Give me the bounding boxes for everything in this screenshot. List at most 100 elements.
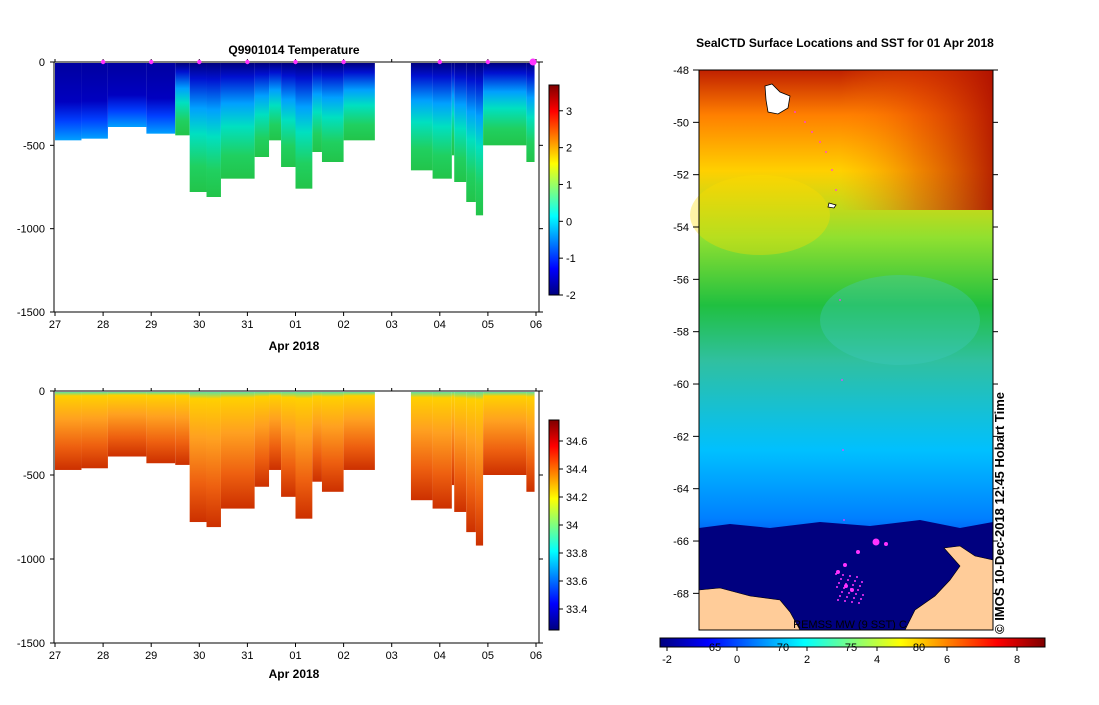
track-point bbox=[857, 589, 859, 591]
x-tick-label: 27 bbox=[49, 650, 61, 662]
colorbar-tick-label: 2 bbox=[566, 143, 572, 155]
colorbar-tick-label: 33.6 bbox=[566, 576, 587, 588]
track-point bbox=[854, 580, 856, 582]
profile-marker bbox=[485, 59, 491, 65]
temperature-x-ticks: 27 28 29 30 31 01 02 03 04 05 06 bbox=[49, 59, 542, 331]
sst-colorbar bbox=[659, 637, 1046, 648]
section-column bbox=[81, 392, 108, 469]
temperature-section-fill bbox=[55, 63, 535, 216]
x-tick-label: 06 bbox=[530, 650, 542, 662]
track-point bbox=[831, 169, 833, 171]
salinity-section-fill bbox=[55, 392, 535, 546]
track-point bbox=[839, 595, 841, 597]
sst-eddy bbox=[820, 275, 980, 365]
y-tick-label: -48 bbox=[673, 65, 689, 77]
y-tick-label: -56 bbox=[673, 274, 689, 286]
y-tick-label: -1500 bbox=[17, 638, 45, 650]
x-tick-label: 05 bbox=[482, 650, 494, 662]
section-column bbox=[526, 63, 535, 162]
temperature-colorbar-ticks: 3 2 1 0 -1 -2 bbox=[559, 106, 576, 302]
section-column bbox=[526, 392, 535, 492]
y-tick-label: -60 bbox=[673, 379, 689, 391]
track-point bbox=[838, 582, 840, 584]
x-tick-label: 05 bbox=[482, 319, 494, 331]
colorbar-tick-label: 34.6 bbox=[566, 436, 587, 448]
track-point bbox=[819, 141, 821, 143]
salinity-axes-frame bbox=[53, 390, 540, 644]
section-column bbox=[454, 392, 467, 512]
section-column bbox=[466, 63, 476, 202]
track-point bbox=[844, 584, 848, 588]
track-point bbox=[843, 519, 845, 521]
colorbar-tick-label: 2 bbox=[804, 654, 810, 666]
track-point bbox=[839, 299, 841, 301]
y-tick-label: -64 bbox=[673, 484, 689, 496]
profile-marker bbox=[293, 59, 298, 65]
colorbar-tick-label: 6 bbox=[944, 654, 950, 666]
x-tick-label: 31 bbox=[241, 650, 253, 662]
heard-island bbox=[827, 202, 837, 209]
track-point bbox=[853, 597, 855, 599]
profile-marker bbox=[245, 59, 250, 65]
section-column bbox=[107, 392, 147, 457]
track-point bbox=[862, 594, 864, 596]
profile-markers bbox=[100, 58, 537, 66]
section-column bbox=[410, 392, 433, 501]
section-column bbox=[451, 392, 455, 486]
y-tick-label: -54 bbox=[673, 222, 689, 234]
colorbar-tick-label: -1 bbox=[566, 253, 576, 265]
track-point bbox=[852, 584, 854, 586]
y-tick-label: -1500 bbox=[17, 307, 45, 319]
x-tick-label: 30 bbox=[193, 319, 205, 331]
track-point bbox=[860, 598, 862, 600]
section-column bbox=[432, 392, 452, 509]
x-tick-label: 28 bbox=[97, 319, 109, 331]
salinity-y-ticks: 0 -500 -1000 -1500 bbox=[17, 386, 543, 650]
track-point bbox=[836, 570, 840, 574]
track-point bbox=[872, 538, 880, 546]
colorbar-tick-label: 34 bbox=[566, 520, 578, 532]
section-column bbox=[220, 63, 255, 179]
track-point bbox=[855, 593, 857, 595]
section-column bbox=[312, 63, 322, 152]
x-tick-label: 01 bbox=[289, 319, 301, 331]
colorbar-secondary-label: 65 bbox=[709, 642, 721, 654]
track-point bbox=[843, 587, 845, 589]
section-column bbox=[312, 392, 322, 482]
colorbar-tick-label: -2 bbox=[566, 290, 576, 302]
colorbar-tick-label: 33.8 bbox=[566, 548, 587, 560]
section-column bbox=[206, 63, 221, 197]
section-column bbox=[254, 392, 270, 487]
y-tick-label: -62 bbox=[673, 431, 689, 443]
sst-map-title: SealCTD Surface Locations and SST for 01… bbox=[696, 36, 994, 50]
track-point bbox=[861, 581, 863, 583]
x-tick-label: 27 bbox=[49, 319, 61, 331]
x-tick-label: 29 bbox=[145, 319, 157, 331]
section-column bbox=[146, 392, 176, 464]
x-tick-label: 29 bbox=[145, 650, 157, 662]
section-column bbox=[321, 392, 344, 492]
section-column bbox=[55, 63, 82, 141]
sst-colorbar-ticks: -2 0 2 4 6 8 65 70 75 80 bbox=[662, 642, 1020, 666]
section-column bbox=[107, 63, 147, 127]
x-tick-label: 02 bbox=[337, 319, 349, 331]
section-column bbox=[432, 63, 452, 179]
colorbar-tick-label: 8 bbox=[1014, 654, 1020, 666]
section-column bbox=[475, 392, 484, 546]
section-column bbox=[269, 63, 282, 141]
colorbar-tick-label: 33.4 bbox=[566, 604, 587, 616]
section-column bbox=[254, 63, 270, 157]
x-tick-label: 01 bbox=[289, 650, 301, 662]
sst-y-ticks: -48 -50 -52 -54 -56 -58 -60 -62 -64 -66 -68 bbox=[673, 65, 998, 600]
colorbar-tick-label: 1 bbox=[566, 179, 572, 191]
track-point bbox=[841, 379, 843, 381]
sst-axes-frame bbox=[698, 69, 994, 631]
y-tick-label: -500 bbox=[23, 140, 45, 152]
colorbar-tick-label: 4 bbox=[874, 654, 880, 666]
section-column bbox=[81, 63, 108, 139]
section-column bbox=[475, 63, 484, 216]
track-point bbox=[844, 600, 846, 602]
track-point bbox=[835, 573, 837, 575]
profile-marker bbox=[100, 59, 106, 65]
section-column bbox=[146, 63, 176, 134]
